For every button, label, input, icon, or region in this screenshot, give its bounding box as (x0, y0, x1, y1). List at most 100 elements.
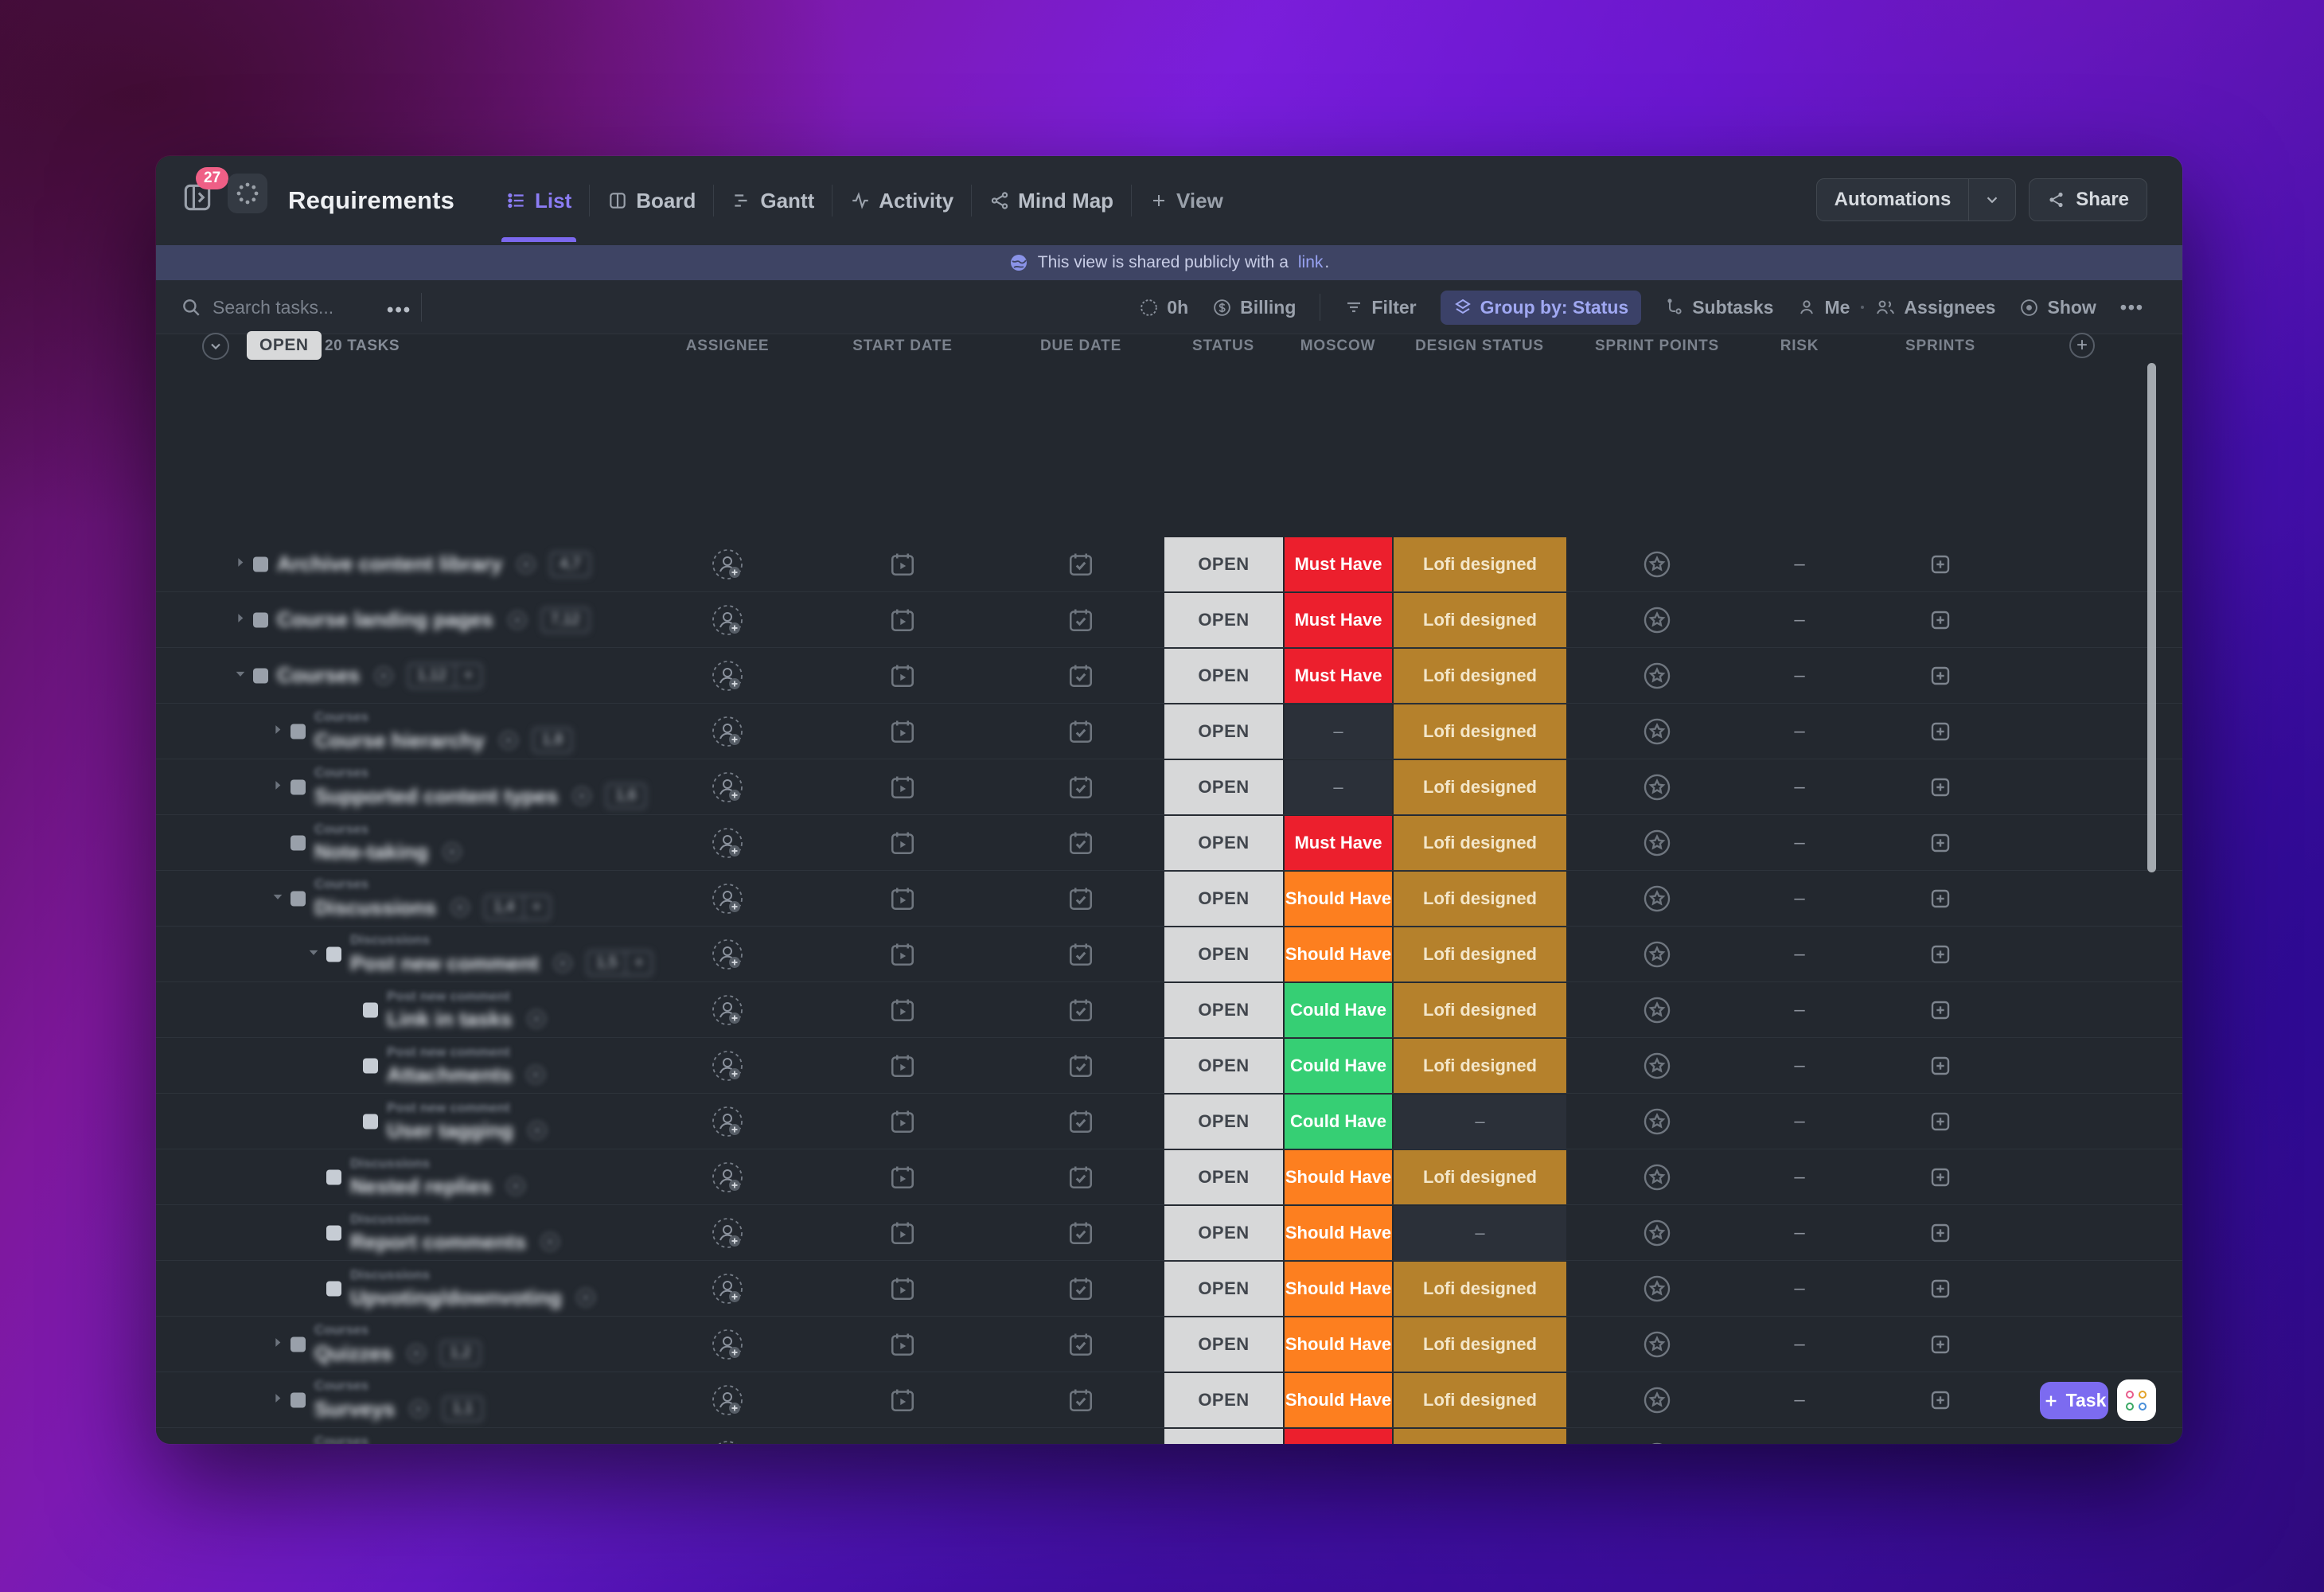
task-progress-icon[interactable] (525, 1008, 548, 1030)
start-date-icon[interactable] (879, 1261, 926, 1317)
add-to-sprint-icon[interactable] (1917, 537, 1964, 592)
task-name[interactable]: Archive content library (277, 552, 503, 576)
start-date-icon[interactable] (879, 537, 926, 592)
assignee-add-icon[interactable] (704, 1038, 751, 1094)
column-header-sprint-points[interactable]: SPRINT POINTS (1594, 338, 1720, 354)
moscow-cell[interactable]: Must Have (1285, 537, 1392, 591)
column-header-risk[interactable]: RISK (1780, 338, 1819, 354)
assignee-add-icon[interactable] (704, 1372, 751, 1428)
design-status-cell[interactable]: Lofi designed (1394, 704, 1566, 759)
due-date-icon[interactable] (1057, 871, 1105, 927)
assignees-button[interactable]: Assignees (1875, 297, 1995, 318)
add-to-sprint-icon[interactable] (1917, 759, 1964, 815)
start-date-icon[interactable] (879, 592, 926, 648)
design-status-cell[interactable]: Lofi designed (1394, 1317, 1566, 1372)
moscow-cell[interactable]: Should Have (1285, 927, 1392, 981)
assignee-add-icon[interactable] (704, 704, 751, 759)
tab-activity[interactable]: Activity (833, 156, 971, 245)
time-tracked-button[interactable]: 0h (1139, 297, 1188, 318)
task-row[interactable]: Discussions Report comments OPEN Should … (156, 1205, 2182, 1261)
moscow-cell[interactable]: Could Have (1285, 1094, 1392, 1149)
task-status-square[interactable] (290, 835, 306, 850)
design-status-cell[interactable]: Lofi designed (1394, 816, 1566, 870)
task-name[interactable]: Note-taking (314, 839, 428, 864)
assignee-add-icon[interactable] (704, 927, 751, 982)
start-date-icon[interactable] (879, 704, 926, 759)
risk-value[interactable]: – (1794, 1389, 1805, 1411)
subtask-count-badge[interactable]: 1,4 + (484, 895, 551, 920)
design-status-cell[interactable]: Lofi designed (1394, 1150, 1566, 1204)
moscow-cell[interactable]: Must Have (1285, 1429, 1392, 1444)
expand-chevron-icon[interactable] (234, 667, 247, 684)
task-progress-icon[interactable] (571, 785, 593, 807)
task-status-square[interactable] (253, 556, 268, 572)
due-date-icon[interactable] (1057, 759, 1105, 815)
share-button[interactable]: Share (2029, 178, 2147, 221)
sprint-points-icon[interactable] (1633, 927, 1681, 982)
assignee-add-icon[interactable] (704, 1261, 751, 1317)
task-row[interactable]: Discussions Upvoting/downvoting OPEN Sho… (156, 1261, 2182, 1317)
expand-chevron-icon[interactable] (271, 1336, 284, 1352)
status-cell[interactable]: OPEN (1164, 983, 1283, 1037)
task-progress-icon[interactable] (441, 841, 463, 863)
assignee-add-icon[interactable] (704, 759, 751, 815)
add-to-sprint-icon[interactable] (1917, 1428, 1964, 1444)
start-date-icon[interactable] (879, 1149, 926, 1205)
assignee-add-icon[interactable] (704, 537, 751, 592)
design-status-cell[interactable]: Lofi designed (1394, 537, 1566, 591)
task-status-square[interactable] (290, 1392, 306, 1407)
task-progress-icon[interactable] (405, 1342, 427, 1364)
sprint-points-icon[interactable] (1633, 815, 1681, 871)
start-date-icon[interactable] (879, 1205, 926, 1261)
task-status-square[interactable] (253, 612, 268, 627)
status-cell[interactable]: OPEN (1164, 1317, 1283, 1372)
vertical-scrollbar[interactable] (2147, 363, 2156, 872)
status-cell[interactable]: OPEN (1164, 1206, 1283, 1260)
search-more-icon[interactable]: ••• (387, 299, 412, 321)
moscow-cell[interactable]: – (1285, 760, 1392, 814)
add-to-sprint-icon[interactable] (1917, 704, 1964, 759)
task-status-square[interactable] (326, 946, 341, 962)
task-name[interactable]: Surveys (314, 1396, 396, 1421)
task-status-square[interactable] (363, 1114, 378, 1129)
task-progress-icon[interactable] (539, 1231, 561, 1253)
start-date-icon[interactable] (879, 871, 926, 927)
billing-button[interactable]: Billing (1212, 297, 1296, 318)
status-cell[interactable]: OPEN (1164, 593, 1283, 647)
start-date-icon[interactable] (879, 1372, 926, 1428)
search-input[interactable] (213, 296, 411, 318)
filter-button[interactable]: Filter (1344, 297, 1417, 318)
assignee-add-icon[interactable] (704, 592, 751, 648)
due-date-icon[interactable] (1057, 1317, 1105, 1372)
start-date-icon[interactable] (879, 648, 926, 704)
task-progress-icon[interactable] (552, 952, 574, 974)
design-status-cell[interactable]: Lofi designed (1394, 1429, 1566, 1444)
automations-button[interactable]: Automations (1815, 178, 2017, 221)
task-name[interactable]: Post new comment (350, 950, 539, 975)
tab-gantt[interactable]: Gantt (714, 156, 832, 245)
sprint-points-icon[interactable] (1633, 1317, 1681, 1372)
column-header-start-date[interactable]: START DATE (852, 338, 953, 354)
task-status-square[interactable] (326, 1281, 341, 1296)
status-cell[interactable]: OPEN (1164, 1429, 1283, 1444)
task-name[interactable]: Upvoting/downvoting (350, 1285, 562, 1309)
task-row[interactable]: Courses Surveys 1,1 OPEN Should Have Lof… (156, 1372, 2182, 1428)
task-name[interactable]: Course landing pages (277, 607, 493, 631)
assignee-add-icon[interactable] (704, 871, 751, 927)
subtask-count-badge[interactable]: 7,12 (540, 607, 590, 633)
status-cell[interactable]: OPEN (1164, 1262, 1283, 1316)
task-status-square[interactable] (290, 891, 306, 906)
subtask-count-badge[interactable]: 1,2 (440, 1340, 481, 1366)
sprint-points-icon[interactable] (1633, 871, 1681, 927)
task-progress-icon[interactable] (515, 553, 537, 576)
task-progress-icon[interactable] (372, 665, 395, 687)
risk-value[interactable]: – (1794, 1166, 1805, 1188)
due-date-icon[interactable] (1057, 815, 1105, 871)
add-to-sprint-icon[interactable] (1917, 1261, 1964, 1317)
status-cell[interactable]: OPEN (1164, 704, 1283, 759)
risk-value[interactable]: – (1794, 553, 1805, 575)
due-date-icon[interactable] (1057, 1372, 1105, 1428)
design-status-cell[interactable]: Lofi designed (1394, 593, 1566, 647)
tab-list[interactable]: List (489, 156, 589, 245)
automations-dropdown-button[interactable] (1969, 179, 2015, 220)
